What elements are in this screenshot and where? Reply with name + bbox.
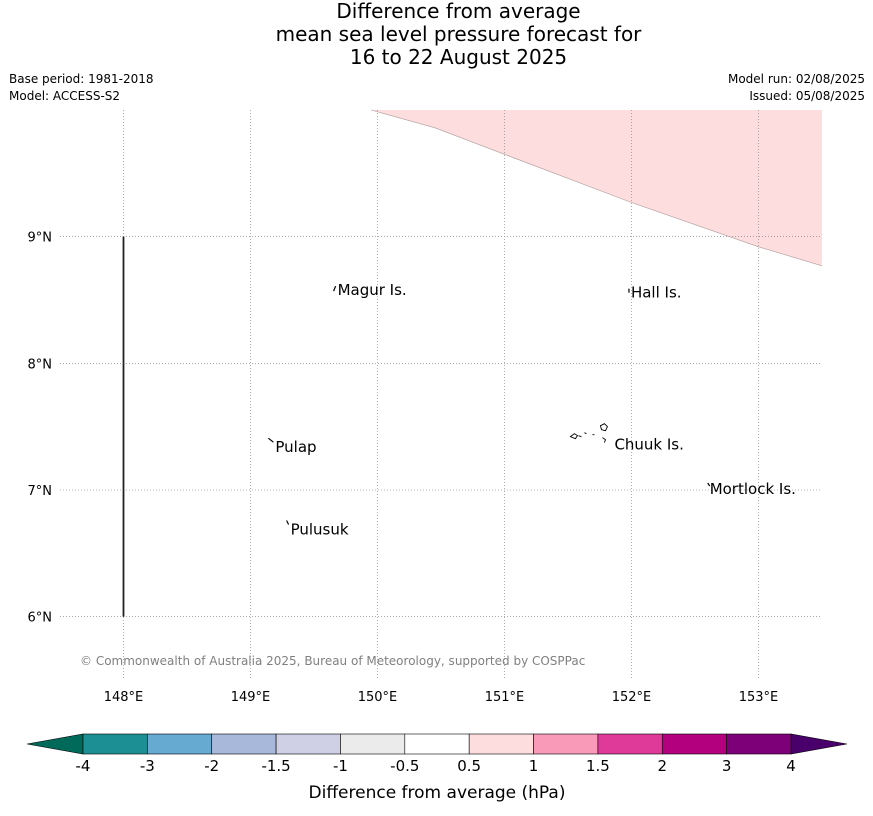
colorbar-swatch: [661, 733, 727, 755]
colorbar-tick-label: -1.5: [261, 757, 290, 775]
colorbar-swatch: [533, 733, 599, 755]
lon-tick-label: 151°E: [485, 690, 525, 705]
lon-tick-label: 149°E: [231, 690, 271, 705]
lon-tick-label: 153°E: [739, 690, 779, 705]
place-label-pulap: Pulap: [275, 438, 316, 456]
title-line-1: Difference from average: [336, 0, 581, 23]
colorbar-tick-label: 4: [786, 757, 796, 775]
place-label-hall-is: Hall Is.: [631, 284, 682, 302]
place-label-pulusuk: Pulusuk: [291, 521, 349, 539]
colorbar-tick-label: -4: [76, 757, 91, 775]
colorbar-swatch: [597, 733, 663, 755]
model-info: Base period: 1981-2018 Model: ACCESS-S2: [9, 71, 154, 105]
title-line-2: mean sea level pressure forecast for: [275, 22, 642, 46]
island-magur-is: [333, 285, 337, 292]
colorbar-tick-label: -1: [333, 757, 348, 775]
colorbar-swatch: [468, 733, 534, 755]
lon-tick-label: 152°E: [612, 690, 652, 705]
colorbar-label: Difference from average (hPa): [309, 783, 566, 803]
colorbar-under-arrow: [26, 733, 84, 755]
colorbar-swatch: [275, 733, 341, 755]
colorbar-over-arrow: [790, 733, 848, 755]
anomaly-band-0.5-1: [371, 110, 822, 266]
colorbar-swatch: [211, 733, 277, 755]
place-label-chuuk-is: Chuuk Is.: [614, 436, 683, 454]
lat-tick-label: 8°N: [28, 357, 53, 372]
island-pulap: [267, 437, 274, 443]
anomaly-band-edge: [371, 109, 823, 267]
lat-tick-label: 7°N: [28, 484, 53, 499]
colorbar-swatch: [82, 733, 148, 755]
colorbar-tick-label: 1: [529, 757, 539, 775]
colorbar-swatch: [147, 733, 213, 755]
base-period: Base period: 1981-2018: [9, 72, 154, 86]
colorbar-tick-label: 1.5: [586, 757, 610, 775]
island-pulusuk: [286, 520, 290, 525]
colorbar-tick-label: -3: [140, 757, 155, 775]
island-chuuk-is: [569, 423, 608, 443]
map-title: Difference from average mean sea level p…: [0, 0, 873, 69]
lon-tick-label: 148°E: [104, 690, 144, 705]
lon-tick-label: 150°E: [358, 690, 398, 705]
colorbar-tick-label: 0.5: [457, 757, 481, 775]
lat-tick-label: 6°N: [28, 611, 53, 626]
colorbar-swatch: [726, 733, 792, 755]
place-label-mortlock-is: Mortlock Is.: [710, 480, 796, 498]
lat-tick-label: 9°N: [28, 231, 53, 246]
title-line-3: 16 to 22 August 2025: [349, 45, 568, 69]
issued-date: Issued: 05/08/2025: [749, 89, 865, 103]
colorbar-swatch: [404, 733, 470, 755]
model-name: Model: ACCESS-S2: [9, 89, 121, 103]
colorbar-tick-label: 2: [657, 757, 667, 775]
island-mortlock-is: [707, 482, 711, 487]
run-info: Model run: 02/08/2025 Issued: 05/08/2025: [728, 71, 865, 105]
place-label-magur-is: Magur Is.: [338, 281, 407, 299]
copyright-notice: © Commonwealth of Australia 2025, Bureau…: [80, 654, 586, 668]
colorbar-tick-label: 3: [722, 757, 732, 775]
colorbar-tick-label: -2: [204, 757, 219, 775]
model-run: Model run: 02/08/2025: [727, 72, 865, 86]
colorbar-swatch: [340, 733, 406, 755]
colorbar-tick-label: -0.5: [390, 757, 419, 775]
